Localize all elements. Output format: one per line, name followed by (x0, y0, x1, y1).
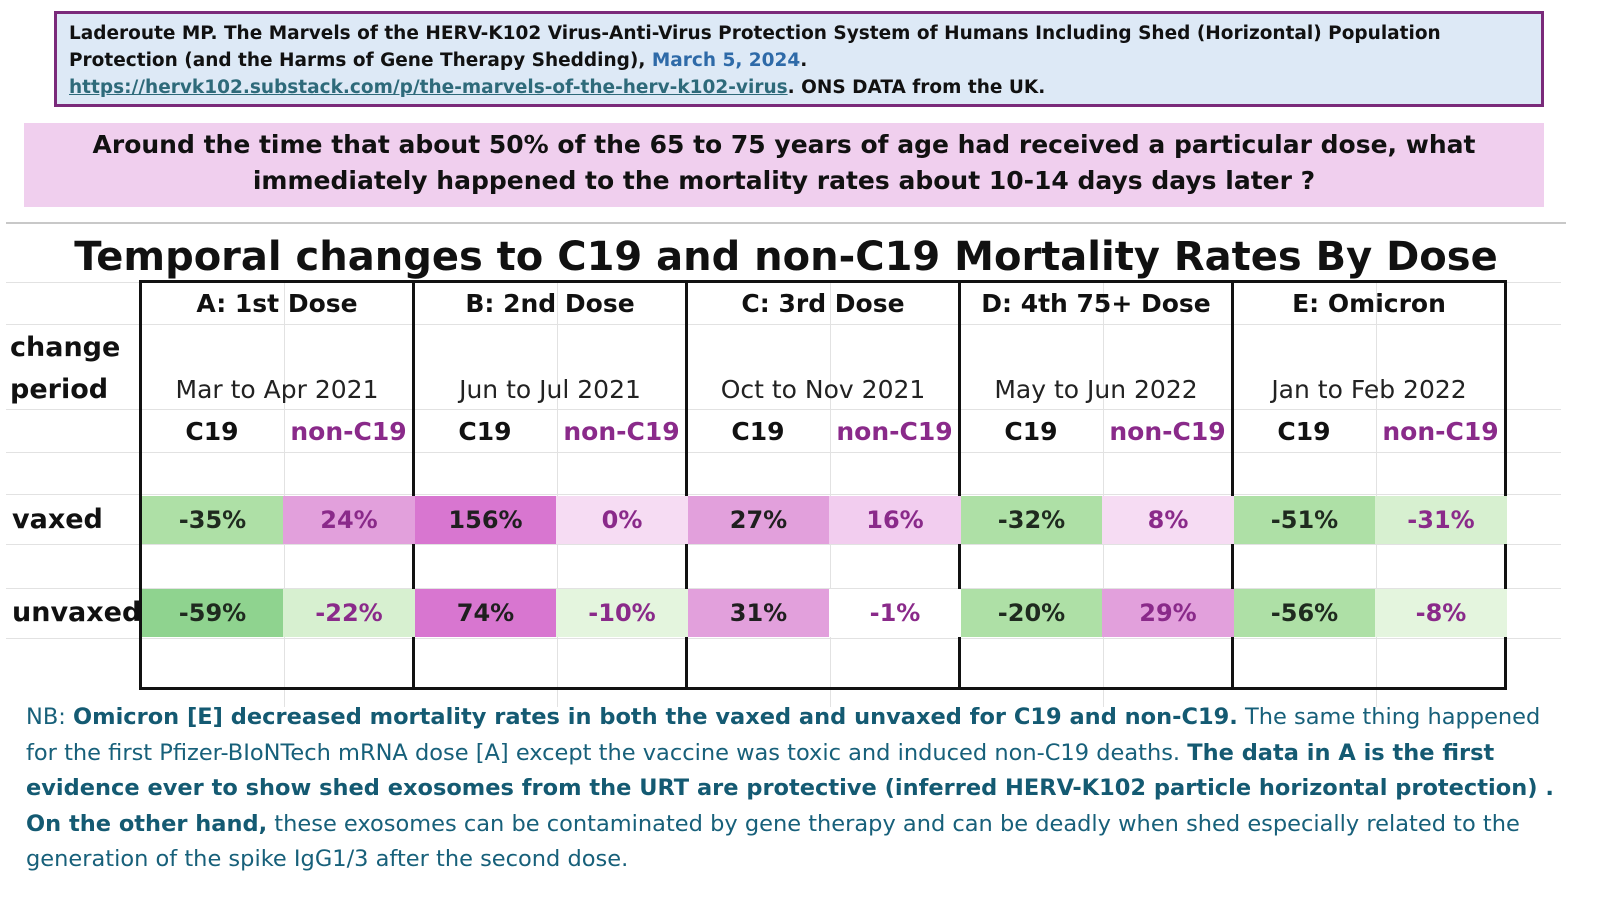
period-e: Jan to Feb 2022 (1271, 375, 1467, 404)
cell-b-unvaxed-non-c19: -10% (556, 589, 688, 637)
period-b: Jun to Jul 2021 (459, 375, 641, 404)
citation-box: Laderoute MP. The Marvels of the HERV-K1… (54, 11, 1544, 107)
table-title: Temporal changes to C19 and non-C19 Mort… (74, 234, 1498, 280)
period-label: period (10, 374, 109, 405)
subheader-non-c19: non-C19 (1382, 417, 1499, 446)
grid-line (1376, 282, 1377, 707)
grid-line (1103, 282, 1104, 707)
cell-c-vaxed-non-c19: 16% (829, 496, 961, 544)
group-box-e (1231, 280, 1507, 690)
subheader-c19: C19 (731, 417, 785, 446)
subheader-non-c19: non-C19 (563, 417, 680, 446)
grid-line (6, 544, 1561, 545)
subheader-c19: C19 (1004, 417, 1058, 446)
column-header-b: B: 2nd Dose (465, 289, 635, 318)
footnote: NB: Omicron [E] decreased mortality rate… (26, 700, 1571, 878)
period-c: Oct to Nov 2021 (720, 375, 926, 404)
footnote-prefix: NB: (26, 704, 73, 730)
subheader-non-c19: non-C19 (836, 417, 953, 446)
citation-suffix: . ONS DATA from the UK. (787, 77, 1046, 98)
column-header-a: A: 1st Dose (196, 289, 358, 318)
footnote-omicron: Omicron [E] decreased mortality rates in… (73, 704, 1238, 730)
citation-text: Laderoute MP. The Marvels of the HERV-K1… (69, 23, 1441, 71)
subheader-c19: C19 (1277, 417, 1331, 446)
citation-date: March 5, 2024 (651, 50, 801, 71)
cell-d-vaxed-c19: -32% (961, 496, 1102, 544)
cell-a-unvaxed-c19: -59% (142, 589, 283, 637)
cell-e-vaxed-c19: -51% (1234, 496, 1375, 544)
cell-c-unvaxed-c19: 31% (688, 589, 829, 637)
cell-d-unvaxed-non-c19: 29% (1102, 589, 1234, 637)
cell-b-vaxed-c19: 156% (415, 496, 556, 544)
period-d: May to Jun 2022 (994, 375, 1198, 404)
citation-period: . (800, 50, 808, 71)
column-header-c: C: 3rd Dose (741, 289, 905, 318)
grid-line (6, 494, 1561, 495)
table-top-rule (6, 222, 1566, 224)
footnote-first-dose: The same thing happened for the first Pf… (26, 704, 1541, 766)
subheader-c19: C19 (185, 417, 239, 446)
cell-d-vaxed-non-c19: 8% (1102, 496, 1234, 544)
cell-c-vaxed-c19: 27% (688, 496, 829, 544)
cell-b-unvaxed-c19: 74% (415, 589, 556, 637)
period-a: Mar to Apr 2021 (175, 375, 379, 404)
citation-link[interactable]: https://hervk102.substack.com/p/the-marv… (69, 77, 788, 98)
cell-e-vaxed-non-c19: -31% (1375, 496, 1507, 544)
footnote-exosomes: these exosomes can be contaminated by ge… (26, 810, 1520, 873)
grid-line (284, 282, 285, 707)
subheader-non-c19: non-C19 (290, 417, 407, 446)
grid-line (6, 324, 1561, 325)
subheader-non-c19: non-C19 (1109, 417, 1226, 446)
cell-e-unvaxed-non-c19: -8% (1375, 589, 1507, 637)
column-header-d: D: 4th 75+ Dose (981, 289, 1211, 318)
cell-a-vaxed-c19: -35% (142, 496, 283, 544)
grid-line (830, 282, 831, 707)
cell-a-vaxed-non-c19: 24% (283, 496, 415, 544)
grid-line (557, 282, 558, 707)
grid-line (6, 638, 1561, 639)
subheader-c19: C19 (458, 417, 512, 446)
cell-e-unvaxed-c19: -56% (1234, 589, 1375, 637)
grid-line (6, 452, 1561, 453)
grid-line (6, 409, 1561, 410)
row-label-unvaxed: unvaxed (12, 597, 142, 628)
row-label-vaxed: vaxed (12, 504, 103, 535)
cell-d-unvaxed-c19: -20% (961, 589, 1102, 637)
column-header-e: E: Omicron (1292, 289, 1446, 318)
change-label: change (10, 332, 121, 363)
question-banner: Around the time that about 50% of the 65… (24, 123, 1544, 207)
mortality-table: Temporal changes to C19 and non-C19 Mort… (6, 222, 1566, 712)
cell-a-unvaxed-non-c19: -22% (283, 589, 415, 637)
cell-c-unvaxed-non-c19: -1% (829, 589, 961, 637)
grid-line (6, 588, 1561, 589)
footnote-evidence: The data in A is the first evidence ever… (26, 739, 1554, 837)
cell-b-vaxed-non-c19: 0% (556, 496, 688, 544)
